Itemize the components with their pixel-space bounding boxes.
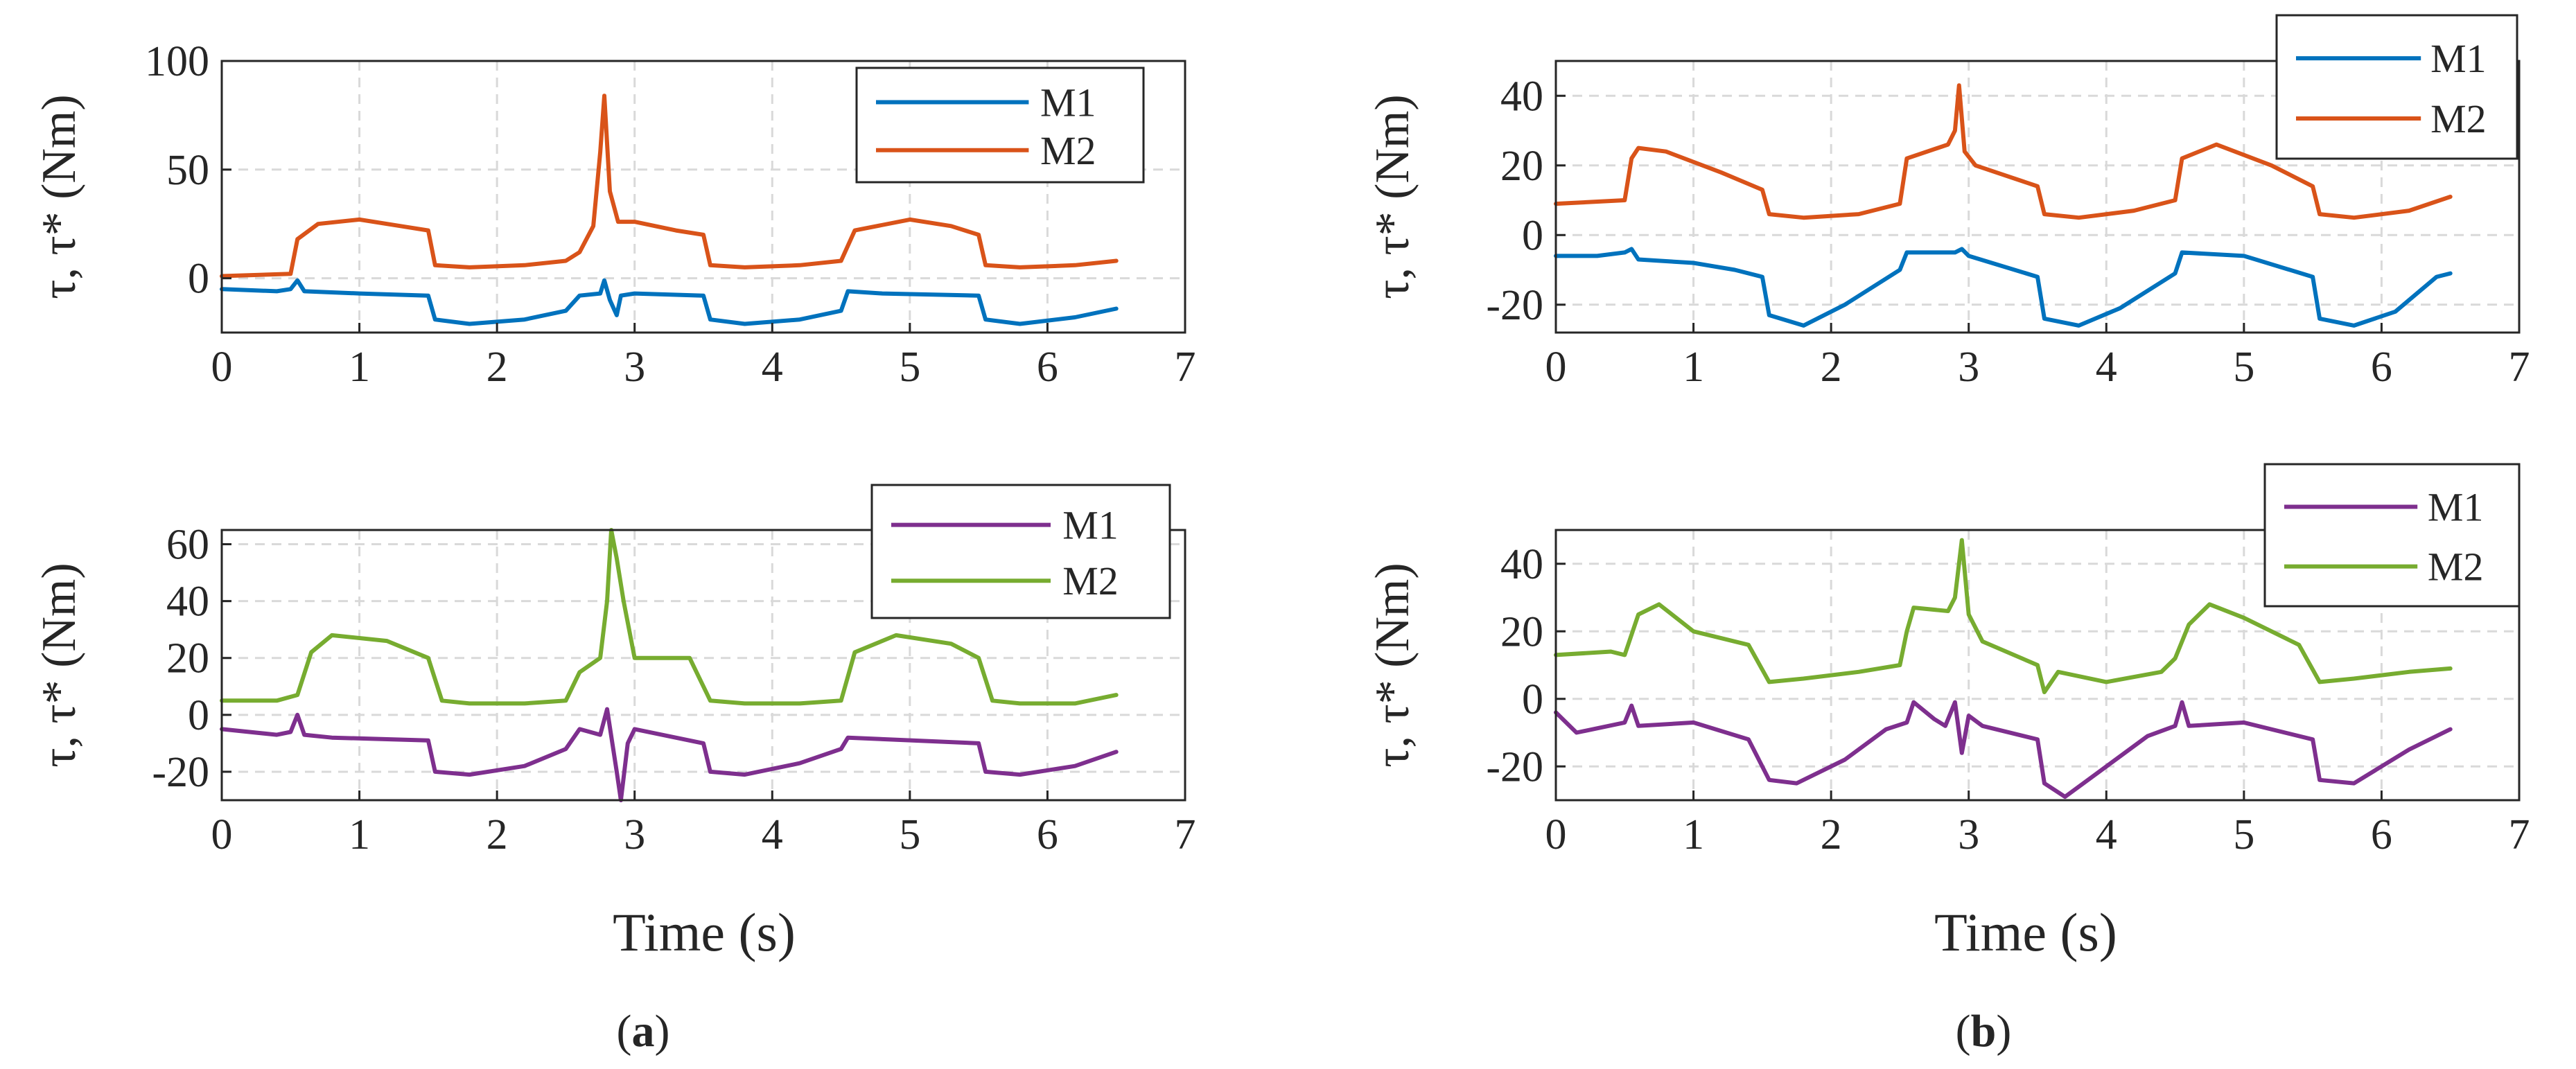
y-axis-label: τ, τ* (Nm) <box>1366 563 1419 767</box>
x-tick-label: 6 <box>2371 811 2392 858</box>
x-tick-label: 2 <box>487 811 508 858</box>
x-tick-label: 5 <box>2233 811 2254 858</box>
plot-area-frame <box>1554 529 2521 802</box>
x-tick-label: 7 <box>2509 811 2530 858</box>
x-tick-label: 6 <box>1037 811 1058 858</box>
legend-label-m1: M1 <box>2428 485 2484 530</box>
y-tick-label: 0 <box>1522 212 1543 259</box>
x-tick-label: 4 <box>762 344 783 391</box>
legend-box <box>2275 14 2518 160</box>
y-tick-label: 50 <box>166 147 209 194</box>
x-tick-label: 4 <box>2096 344 2117 391</box>
y-tick-label: 100 <box>145 38 209 85</box>
x-axis-label-left: Time (s) <box>613 902 796 962</box>
x-axis-label-right: Time (s) <box>1934 902 2117 962</box>
x-tick-label: 0 <box>211 344 233 391</box>
x-tick-label: 0 <box>1545 344 1567 391</box>
legend-box <box>855 67 1145 184</box>
x-tick-label: 4 <box>2096 811 2117 858</box>
x-tick-label: 7 <box>1175 344 1196 391</box>
caption-b-letter: b <box>1971 1006 1997 1057</box>
x-tick-label: 2 <box>1821 344 1842 391</box>
x-tick-label: 1 <box>1683 811 1704 858</box>
y-axis-label: τ, τ* (Nm) <box>33 94 86 299</box>
x-tick-label: 7 <box>2509 344 2530 391</box>
x-tick-label: 3 <box>624 811 645 858</box>
y-tick-label: 0 <box>188 256 209 303</box>
x-tick-label: 1 <box>1683 344 1704 391</box>
x-tick-label: 4 <box>762 811 783 858</box>
y-tick-label: -20 <box>152 749 209 796</box>
series-line-m2 <box>220 94 1119 279</box>
legend-label-m1: M1 <box>1062 503 1119 548</box>
y-tick-label: 40 <box>1500 73 1543 120</box>
x-tick-label: 5 <box>2233 344 2254 391</box>
legend-label-m2: M2 <box>1040 128 1096 173</box>
y-tick-label: 40 <box>1500 541 1543 588</box>
series-line-m2 <box>1554 83 2453 220</box>
x-tick-label: 6 <box>2371 344 2392 391</box>
y-tick-label: 0 <box>1522 676 1543 723</box>
y-axis-label: τ, τ* (Nm) <box>33 563 86 767</box>
y-tick-label: 0 <box>188 692 209 739</box>
x-tick-label: 6 <box>1037 344 1058 391</box>
legend-box <box>2263 463 2521 608</box>
x-tick-label: 1 <box>349 344 370 391</box>
caption-a: (a) <box>617 1006 670 1057</box>
x-tick-label: 0 <box>1545 811 1567 858</box>
series-line-m1 <box>220 278 1119 326</box>
x-tick-label: 3 <box>1958 811 1979 858</box>
legend-label-m2: M2 <box>2430 96 2487 141</box>
caption-b: (b) <box>1956 1006 2012 1057</box>
caption-a-letter: a <box>632 1006 655 1057</box>
legend-label-m1: M1 <box>1040 80 1096 125</box>
y-tick-label: 20 <box>1500 608 1543 655</box>
legend-label-m2: M2 <box>2428 545 2484 590</box>
y-tick-label: 60 <box>166 522 209 569</box>
legend-label-m2: M2 <box>1062 558 1119 603</box>
plot-area-frame <box>1554 60 2521 334</box>
plot-area-frame <box>220 529 1186 802</box>
x-tick-label: 7 <box>1175 811 1196 858</box>
x-tick-label: 2 <box>1821 811 1842 858</box>
y-tick-label: -20 <box>1486 282 1543 329</box>
x-tick-label: 0 <box>211 811 233 858</box>
series-line-m2 <box>220 528 1119 706</box>
y-axis-label: τ, τ* (Nm) <box>1366 94 1419 299</box>
series-line-m1 <box>220 707 1119 802</box>
legend-label-m1: M1 <box>2430 36 2487 81</box>
y-tick-label: -20 <box>1486 743 1543 790</box>
plot-area-frame <box>220 60 1186 334</box>
x-tick-label: 2 <box>487 344 508 391</box>
x-tick-label: 3 <box>624 344 645 391</box>
series-line-m2 <box>1554 538 2453 694</box>
y-tick-label: 20 <box>1500 143 1543 190</box>
series-line-m1 <box>1554 700 2453 799</box>
x-tick-label: 1 <box>349 811 370 858</box>
y-tick-label: 20 <box>166 635 209 682</box>
y-tick-label: 40 <box>166 578 209 626</box>
series-line-m1 <box>1554 247 2453 328</box>
legend-box <box>870 484 1171 619</box>
x-tick-label: 5 <box>899 811 920 858</box>
x-tick-label: 5 <box>899 344 920 391</box>
x-tick-label: 3 <box>1958 344 1979 391</box>
